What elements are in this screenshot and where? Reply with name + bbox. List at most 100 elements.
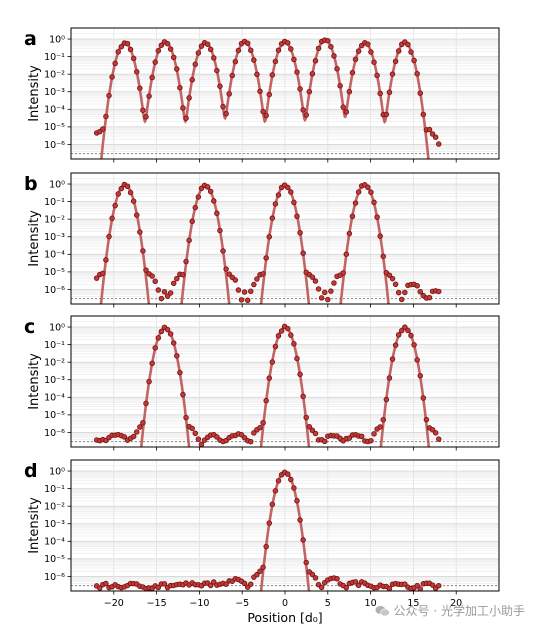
data-point bbox=[389, 275, 396, 282]
panel-letter: c bbox=[24, 316, 35, 338]
data-point bbox=[399, 296, 405, 303]
data-point bbox=[284, 325, 291, 332]
data-point bbox=[207, 582, 214, 589]
data-point bbox=[244, 40, 251, 46]
y-tick-label: 10⁻² bbox=[44, 69, 65, 80]
data-point bbox=[368, 49, 374, 55]
data-point bbox=[133, 429, 140, 435]
data-point bbox=[309, 571, 316, 578]
data-point bbox=[189, 218, 195, 225]
data-point bbox=[312, 58, 319, 64]
data-point bbox=[300, 537, 306, 543]
data-point bbox=[411, 342, 417, 348]
x-tick-label: 20 bbox=[450, 598, 462, 609]
data-point bbox=[294, 69, 300, 75]
data-point bbox=[189, 425, 195, 432]
data-point bbox=[220, 103, 226, 110]
data-point bbox=[429, 426, 436, 433]
data-point bbox=[355, 189, 362, 195]
data-point bbox=[343, 109, 350, 115]
y-tick-label: 10⁰ bbox=[49, 466, 65, 477]
data-point bbox=[103, 580, 109, 587]
data-point bbox=[392, 58, 399, 65]
data-point bbox=[275, 478, 282, 484]
data-point bbox=[93, 275, 100, 281]
data-point bbox=[389, 356, 396, 362]
data-point bbox=[167, 46, 174, 52]
data-point bbox=[303, 112, 309, 118]
data-point bbox=[321, 289, 328, 296]
data-point bbox=[118, 43, 125, 50]
y-tick-label: 10⁻¹ bbox=[44, 484, 65, 495]
data-point bbox=[294, 213, 300, 220]
data-point bbox=[177, 84, 183, 91]
data-point bbox=[408, 49, 414, 55]
y-tick-label: 10⁻⁵ bbox=[44, 267, 65, 278]
data-point bbox=[195, 436, 202, 442]
data-point bbox=[297, 86, 303, 92]
data-point bbox=[223, 110, 229, 117]
data-point bbox=[161, 581, 168, 587]
data-point bbox=[254, 71, 260, 78]
data-point bbox=[189, 77, 195, 83]
data-point bbox=[183, 258, 189, 265]
data-point bbox=[106, 233, 112, 240]
panel-letter: b bbox=[24, 173, 38, 195]
y-axis-label: Intensity bbox=[27, 353, 42, 410]
data-point bbox=[300, 250, 306, 256]
data-point bbox=[331, 280, 337, 286]
x-tick-label: −20 bbox=[104, 598, 124, 609]
data-point bbox=[124, 183, 131, 189]
data-point bbox=[297, 371, 303, 378]
data-point bbox=[180, 271, 186, 278]
data-point bbox=[174, 275, 180, 282]
data-point bbox=[371, 431, 377, 437]
data-point bbox=[130, 433, 137, 440]
panel-c: 10⁻⁶ 10⁻⁵ 10⁻⁴ 10⁻³ 10⁻² 10⁻¹ 10⁰ c Intensity bbox=[24, 315, 500, 451]
data-point bbox=[331, 53, 337, 59]
data-point bbox=[284, 40, 291, 46]
data-point bbox=[269, 72, 276, 78]
data-point bbox=[106, 92, 112, 99]
data-point bbox=[248, 288, 254, 295]
data-point bbox=[164, 293, 171, 299]
data-point bbox=[235, 287, 242, 293]
data-point bbox=[275, 333, 282, 339]
data-point bbox=[183, 115, 189, 121]
data-point bbox=[395, 289, 402, 296]
data-point bbox=[349, 69, 356, 76]
data-point bbox=[241, 580, 248, 587]
data-point bbox=[377, 424, 383, 430]
data-point bbox=[198, 43, 205, 49]
data-point bbox=[137, 229, 143, 235]
data-point bbox=[432, 430, 439, 436]
y-axis-label: Intensity bbox=[27, 65, 42, 122]
data-point bbox=[294, 355, 300, 362]
data-point bbox=[220, 248, 226, 254]
data-point bbox=[278, 328, 285, 334]
data-point bbox=[395, 48, 402, 54]
data-point bbox=[177, 369, 183, 376]
data-point bbox=[260, 108, 266, 115]
data-point bbox=[426, 126, 433, 133]
y-tick-label: 10⁻² bbox=[44, 501, 65, 512]
data-point bbox=[414, 283, 420, 289]
data-point bbox=[272, 488, 279, 494]
data-point bbox=[300, 107, 306, 113]
data-point bbox=[377, 233, 383, 239]
data-point bbox=[392, 281, 399, 288]
data-point bbox=[371, 199, 377, 206]
data-point bbox=[343, 251, 350, 257]
data-point bbox=[167, 290, 174, 296]
data-point bbox=[284, 184, 291, 191]
data-point bbox=[248, 47, 254, 54]
data-point bbox=[115, 49, 121, 55]
data-point bbox=[232, 277, 239, 283]
y-tick-label: 10⁻³ bbox=[44, 375, 65, 386]
data-point bbox=[386, 89, 393, 96]
data-point bbox=[429, 582, 436, 588]
data-point bbox=[408, 332, 414, 339]
x-tick-label: 10 bbox=[365, 598, 377, 609]
data-point bbox=[112, 202, 118, 209]
data-point bbox=[414, 70, 420, 77]
